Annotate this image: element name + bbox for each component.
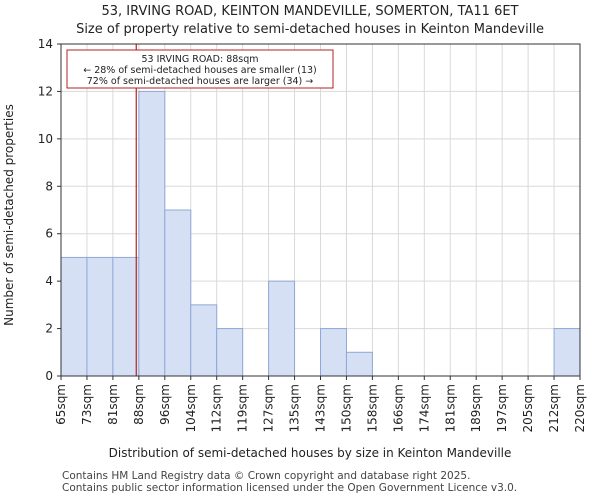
- x-tick-label: 96sqm: [158, 384, 172, 425]
- y-tick-label: 10: [38, 132, 53, 146]
- x-tick-label: 143sqm: [314, 384, 328, 432]
- x-tick-label: 197sqm: [495, 384, 509, 432]
- x-tick-label: 205sqm: [521, 384, 535, 432]
- y-tick-label: 0: [45, 369, 53, 383]
- annotation-line2: ← 28% of semi-detached houses are smalle…: [83, 65, 317, 76]
- bar-112sqm: [216, 328, 244, 377]
- x-tick-label: 174sqm: [417, 384, 431, 432]
- bar-143sqm: [320, 328, 347, 377]
- y-axis-label: Number of semi-detached properties: [2, 104, 16, 326]
- x-tick-label: 81sqm: [106, 384, 120, 425]
- bar-81sqm: [112, 256, 140, 377]
- x-axis-label: Distribution of semi-detached houses by …: [109, 446, 512, 460]
- x-tick-label: 220sqm: [573, 384, 587, 432]
- y-tick-label: 8: [45, 179, 53, 193]
- y-tick-label: 2: [45, 322, 53, 336]
- x-tick-label: 189sqm: [469, 384, 483, 432]
- bar-127sqm: [268, 280, 296, 377]
- x-tick-label: 112sqm: [210, 384, 224, 432]
- x-axis-ticks: 65sqm 73sqm 81sqm 88sqm 96sqm 104sqm 112sqm 119…: [54, 376, 587, 432]
- y-tick-label: 14: [38, 37, 53, 51]
- x-tick-label: 181sqm: [443, 384, 457, 432]
- x-tick-label: 104sqm: [184, 384, 198, 432]
- x-tick-label: 158sqm: [365, 384, 379, 432]
- bar-150sqm: [345, 351, 373, 377]
- bar-104sqm: [190, 304, 218, 377]
- y-tick-label: 6: [45, 227, 53, 241]
- bar-96sqm: [164, 209, 192, 377]
- annotation-box: [66, 49, 334, 89]
- annotation-line1: 53 IRVING ROAD: 88sqm: [141, 54, 258, 65]
- bar-212sqm: [553, 328, 581, 377]
- x-tick-label: 127sqm: [262, 384, 276, 432]
- x-tick-label: 135sqm: [288, 384, 302, 432]
- y-axis-ticks: 0 2 4 6 8 10 12 14: [38, 37, 61, 383]
- footer-attribution-1: Contains HM Land Registry data © Crown c…: [62, 470, 471, 482]
- footer-attribution-2: Contains public sector information licen…: [62, 482, 518, 494]
- x-tick-label: 65sqm: [54, 384, 68, 425]
- bar-73sqm: [86, 256, 114, 377]
- x-tick-label: 73sqm: [80, 384, 94, 425]
- x-tick-label: 88sqm: [132, 384, 146, 425]
- x-tick-label: 166sqm: [391, 384, 405, 432]
- x-tick-label: 212sqm: [547, 384, 561, 432]
- x-tick-label: 150sqm: [339, 384, 353, 432]
- chart-title-line2: Size of property relative to semi-detach…: [76, 22, 544, 37]
- bar-65sqm: [60, 256, 88, 377]
- y-tick-label: 4: [45, 274, 53, 288]
- y-tick-label: 12: [38, 84, 53, 98]
- marker-annotation: 53 IRVING ROAD: 88sqm ← 28% of semi-deta…: [66, 49, 334, 89]
- x-tick-label: 119sqm: [236, 384, 250, 432]
- chart-title-line1: 53, IRVING ROAD, KEINTON MANDEVILLE, SOM…: [102, 4, 519, 19]
- annotation-line3: 72% of semi-detached houses are larger (…: [87, 76, 314, 87]
- bar-88sqm: [138, 90, 166, 377]
